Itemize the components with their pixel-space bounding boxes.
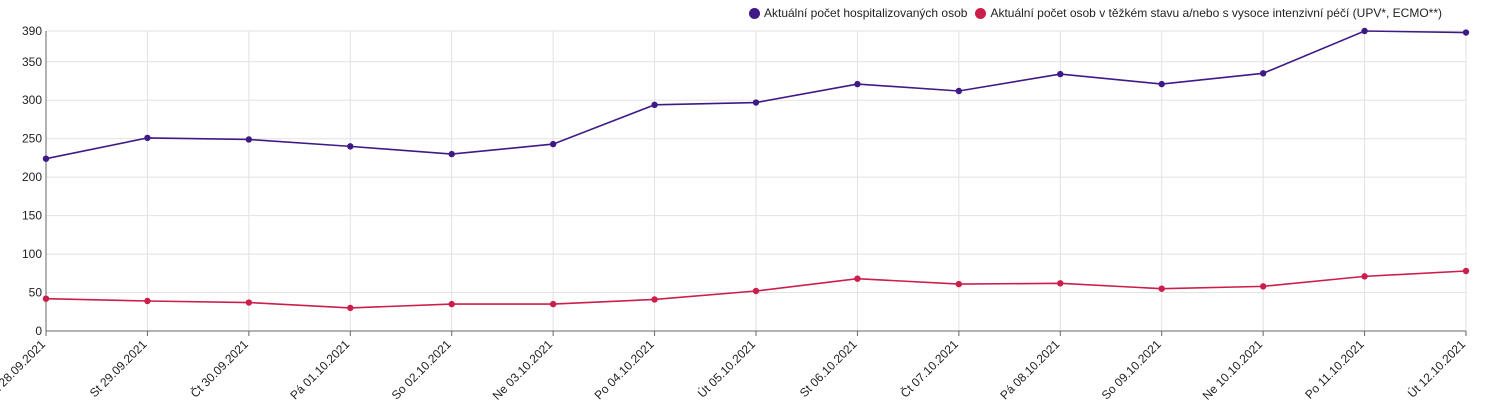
x-tick-label: Čt 30.09.2021	[187, 336, 251, 400]
data-point-series-1	[1158, 80, 1165, 88]
data-point-series-2	[1057, 280, 1064, 287]
data-point-series-1	[42, 155, 50, 162]
x-tick-label: Ne 10.10.2021	[1200, 337, 1266, 403]
x-tick-label: Pá 08.10.2021	[997, 337, 1062, 402]
x-tick-label: Ne 03.10.2021	[490, 337, 556, 403]
data-point-series-1	[955, 87, 963, 95]
x-tick-label: So 02.10.2021	[389, 337, 454, 402]
data-point-series-2	[448, 300, 455, 308]
legend-label-severe: Aktuální počet osob v těžkém stavu a/neb…	[990, 6, 1442, 20]
legend-dot-icon	[975, 7, 987, 19]
legend-item-severe[interactable]: Aktuální počet osob v těžkém stavu a/neb…	[975, 6, 1442, 20]
data-point-series-2	[42, 295, 50, 302]
data-point-series-2	[1158, 285, 1165, 292]
x-tick-label: Po 11.10.2021	[1302, 337, 1367, 402]
y-tick-label: 250	[22, 132, 42, 146]
data-point-series-2	[854, 275, 861, 282]
y-tick-label: 300	[22, 93, 42, 107]
data-point-series-1	[651, 101, 658, 109]
y-tick-label: 390	[22, 24, 42, 38]
data-point-series-2	[752, 287, 760, 295]
x-tick-label: Čt 07.10.2021	[897, 336, 961, 400]
y-tick-label: 200	[22, 170, 42, 184]
legend-dot-icon	[748, 7, 760, 19]
data-point-series-1	[1361, 27, 1368, 35]
data-point-series-2	[955, 280, 963, 288]
y-tick-label: 0	[35, 324, 42, 338]
data-point-series-1	[144, 134, 151, 142]
legend-item-hospitalized[interactable]: Aktuální počet hospitalizovaných osob	[748, 6, 968, 20]
data-point-series-1	[1462, 29, 1470, 36]
x-tick-label: St 29.09.2021	[87, 337, 150, 400]
data-point-series-2	[1361, 273, 1368, 280]
data-point-series-1	[854, 80, 861, 88]
data-point-series-2	[144, 297, 151, 305]
legend: Aktuální počet hospitalizovaných osob Ak…	[741, 6, 1442, 20]
data-point-series-2	[1462, 267, 1470, 275]
y-tick-label: 100	[22, 247, 42, 261]
data-point-series-2	[651, 296, 658, 303]
x-tick-label: Út 28.09.2021	[0, 336, 48, 400]
x-tick-label: Út 05.10.2021	[694, 336, 758, 400]
data-point-series-2	[347, 304, 354, 312]
data-point-series-1	[752, 99, 760, 106]
y-tick-label: 350	[22, 55, 42, 69]
data-point-series-2	[1259, 283, 1267, 290]
y-tick-label: 150	[22, 209, 42, 223]
data-point-series-1	[347, 143, 354, 150]
x-tick-label: St 06.10.2021	[797, 337, 860, 400]
data-point-series-1	[1259, 70, 1267, 77]
data-point-series-1	[245, 136, 253, 143]
data-point-series-1	[448, 150, 455, 158]
y-tick-label: 50	[29, 286, 43, 300]
data-point-series-2	[245, 299, 253, 306]
x-tick-label: So 09.10.2021	[1099, 337, 1164, 402]
x-tick-label: Út 12.10.2021	[1404, 336, 1468, 400]
data-point-series-2	[549, 300, 557, 308]
data-point-series-1	[1057, 70, 1064, 78]
x-tick-label: Pá 01.10.2021	[287, 337, 352, 402]
data-point-series-1	[549, 140, 557, 148]
legend-label-hospitalized: Aktuální počet hospitalizovaných osob	[763, 6, 968, 20]
x-tick-label: Po 04.10.2021	[592, 337, 657, 402]
